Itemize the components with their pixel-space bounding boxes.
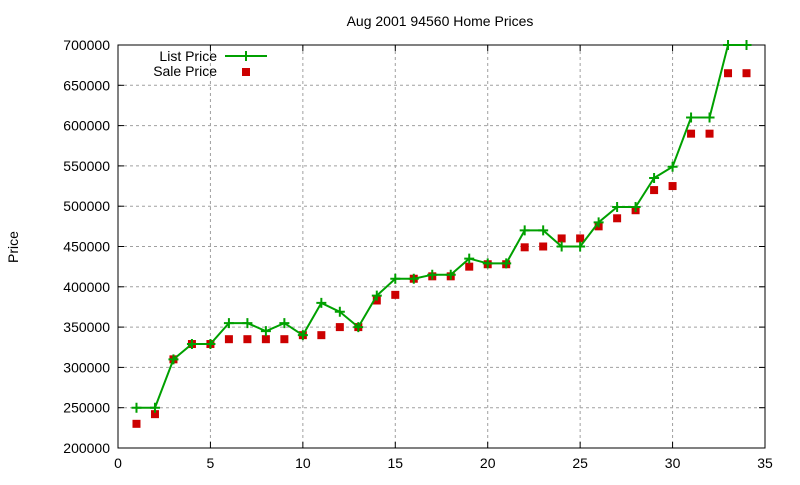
- list-price-point: [723, 40, 734, 50]
- list-price-point: [464, 253, 475, 264]
- x-tick-label: 30: [665, 455, 681, 471]
- sale-price-point: [613, 214, 622, 223]
- list-price-point: [686, 112, 697, 123]
- plot-frame: [117, 44, 766, 449]
- sale-price-point: [261, 335, 270, 344]
- list-price-point: [186, 339, 197, 350]
- list-price-point: [390, 273, 401, 284]
- list-price-point: [427, 269, 438, 280]
- sale-price-point: [224, 335, 233, 344]
- list-price-point: [353, 322, 364, 333]
- list-price-point: [297, 330, 308, 341]
- list-price-point: [575, 241, 586, 252]
- legend-swatch-sale-price: [242, 68, 250, 76]
- list-price-point: [371, 290, 382, 301]
- x-tick-label: 25: [572, 455, 588, 471]
- list-price-point: [408, 273, 419, 284]
- sale-price-point: [705, 129, 714, 138]
- y-tick-label: 700000: [63, 37, 110, 53]
- sale-price-point: [539, 242, 548, 251]
- grid: [118, 45, 765, 448]
- sale-price-point: [243, 335, 252, 344]
- list-price-point: [149, 402, 160, 413]
- y-tick-label: 300000: [63, 359, 110, 375]
- list-price-point: [168, 354, 179, 365]
- y-tick-label: 500000: [63, 198, 110, 214]
- sale-price-point: [391, 290, 400, 299]
- sale-price-point: [576, 234, 585, 243]
- y-tick-label: 450000: [63, 239, 110, 255]
- axis-ticks: 0 5 10 15 20 25 30 35 200000 250000 300000 350000 40…: [63, 37, 773, 471]
- legend: List Price Sale Price: [153, 48, 267, 79]
- list-price-point: [334, 306, 345, 317]
- legend-label-sale-price: Sale Price: [153, 63, 217, 79]
- sale-price-point: [742, 69, 751, 78]
- x-tick-label: 35: [757, 455, 773, 471]
- list-price-point: [445, 269, 456, 280]
- x-tick-label: 0: [114, 455, 122, 471]
- y-tick-label: 600000: [63, 118, 110, 134]
- y-tick-label: 550000: [63, 158, 110, 174]
- y-axis-label: Price: [5, 231, 21, 263]
- sale-price-point: [650, 186, 659, 195]
- list-price-point: [223, 318, 234, 329]
- list-price-point: [612, 202, 623, 213]
- list-price-point: [316, 297, 327, 308]
- y-tick-label: 400000: [63, 279, 110, 295]
- list-price-point: [260, 326, 271, 337]
- sale-price-point: [687, 129, 696, 138]
- list-price-point: [279, 318, 290, 329]
- list-price-point: [556, 241, 567, 252]
- list-price-point: [205, 339, 216, 350]
- sale-price-point: [465, 262, 474, 271]
- x-tick-label: 15: [387, 455, 403, 471]
- sale-price-point: [557, 234, 566, 243]
- list-price-point: [538, 225, 549, 236]
- list-price-line: [136, 44, 747, 409]
- y-tick-label: 200000: [63, 440, 110, 456]
- y-tick-label: 350000: [63, 319, 110, 335]
- list-price-point: [482, 258, 493, 269]
- list-price-point: [519, 225, 530, 236]
- list-price-point: [593, 217, 604, 228]
- y-tick-label: 250000: [63, 400, 110, 416]
- x-tick-label: 20: [480, 455, 496, 471]
- series-marks: [131, 40, 752, 428]
- sale-price-point: [724, 69, 733, 78]
- list-price-point: [131, 402, 142, 413]
- sale-price-point: [132, 419, 141, 428]
- y-tick-label: 650000: [63, 77, 110, 93]
- sale-price-point: [335, 323, 344, 332]
- x-tick-label: 10: [295, 455, 311, 471]
- sale-price-point: [280, 335, 289, 344]
- sale-price-point: [317, 331, 326, 340]
- x-tick-label: 5: [207, 455, 215, 471]
- list-price-point: [501, 258, 512, 269]
- sale-price-point: [150, 410, 159, 419]
- sale-price-point: [520, 243, 529, 252]
- list-price-point: [242, 318, 253, 329]
- chart-title: Aug 2001 94560 Home Prices: [347, 13, 534, 29]
- list-price-point: [630, 202, 641, 213]
- legend-label-list-price: List Price: [159, 48, 217, 64]
- list-price-point: [649, 172, 660, 183]
- sale-price-point: [668, 182, 677, 191]
- list-price-point: [704, 112, 715, 123]
- list-price-point: [667, 161, 678, 172]
- list-price-point: [741, 40, 752, 50]
